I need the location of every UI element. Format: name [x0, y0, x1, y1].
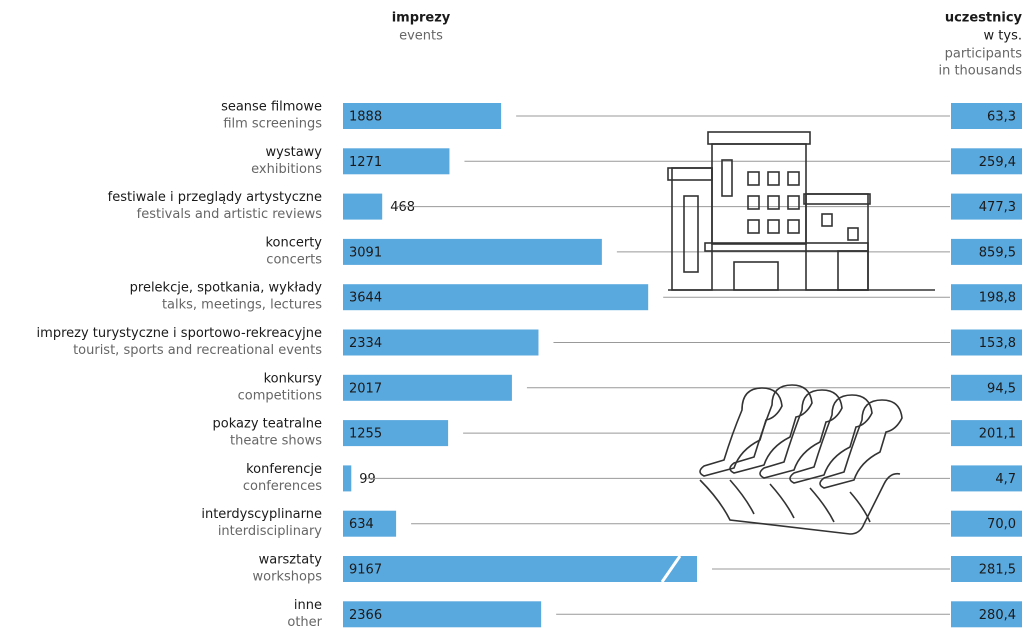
bar	[343, 420, 449, 447]
category-sublabel: competitions	[238, 388, 323, 403]
category-sublabel: talks, meetings, lectures	[162, 298, 322, 313]
participants-label: 259,4	[979, 155, 1016, 170]
bar	[343, 193, 383, 220]
participants-box	[951, 374, 1022, 401]
value-label: 1888	[349, 110, 382, 125]
bar	[343, 103, 502, 129]
bar	[343, 148, 450, 175]
category-sublabel: concerts	[266, 252, 322, 267]
participants-box	[951, 329, 1022, 356]
participants-box	[951, 556, 1022, 582]
participants-label: 63,3	[987, 110, 1016, 125]
value-label: 2366	[349, 608, 382, 623]
audience-icon	[699, 384, 903, 535]
header-unit: w tys.	[984, 29, 1022, 44]
participants-label: 198,8	[979, 291, 1016, 306]
category-label: koncerty	[265, 235, 322, 250]
category-sublabel: interdisciplinary	[218, 524, 322, 539]
building-icon	[667, 131, 935, 291]
participants-box	[951, 601, 1022, 628]
participants-box	[951, 420, 1022, 447]
participants-box	[951, 193, 1022, 220]
header-title: uczestnicy	[945, 11, 1023, 26]
bar	[343, 601, 542, 628]
value-label: 1271	[349, 155, 382, 170]
participants-label: 94,5	[987, 381, 1016, 396]
category-sublabel: other	[287, 615, 322, 629]
category-sublabel: film screenings	[223, 117, 322, 132]
participants-box	[951, 103, 1022, 129]
bar	[343, 465, 352, 492]
header-subtitle: participants	[945, 47, 1023, 62]
category-label: konkursy	[264, 371, 323, 386]
header-title: imprezy	[392, 11, 451, 26]
participants-box	[951, 148, 1022, 175]
value-label: 2017	[349, 381, 382, 396]
category-sublabel: conferences	[243, 479, 322, 494]
participants-label: 153,8	[979, 336, 1016, 351]
category-sublabel: festivals and artistic reviews	[137, 207, 323, 222]
value-label: 634	[349, 517, 374, 532]
category-sublabel: tourist, sports and recreational events	[73, 343, 322, 358]
participants-box	[951, 284, 1022, 311]
category-sublabel: exhibitions	[251, 162, 322, 177]
bar	[343, 329, 539, 356]
value-label: 99	[359, 472, 376, 487]
participants-box	[951, 238, 1022, 265]
category-label: inne	[294, 598, 322, 613]
participants-box	[951, 510, 1022, 537]
bar	[343, 238, 602, 265]
value-label: 1255	[349, 427, 382, 442]
participants-box	[951, 465, 1022, 492]
category-label: imprezy turystyczne i sportowo-rekreacyj…	[37, 326, 322, 341]
bar	[343, 556, 697, 582]
header-unit: in thousands	[938, 64, 1022, 79]
value-label: 2334	[349, 336, 382, 351]
category-label: pokazy teatralne	[213, 417, 322, 432]
category-sublabel: theatre shows	[230, 434, 322, 449]
category-label: wystawy	[266, 145, 323, 160]
category-label: interdyscyplinarne	[201, 507, 322, 522]
participants-label: 70,0	[987, 517, 1016, 532]
participants-label: 281,5	[979, 563, 1016, 578]
bar	[343, 374, 512, 401]
participants-label: 280,4	[979, 608, 1016, 623]
participants-label: 201,1	[979, 427, 1016, 442]
value-label: 9167	[349, 563, 382, 578]
header-subtitle: events	[399, 29, 443, 44]
category-label: konferencje	[246, 462, 322, 477]
category-label: festiwale i przeglądy artystyczne	[108, 190, 322, 205]
category-sublabel: workshops	[253, 570, 323, 585]
bar	[343, 510, 397, 537]
category-label: prelekcje, spotkania, wykłady	[130, 281, 323, 296]
participants-label: 4,7	[995, 472, 1016, 487]
value-label: 3091	[349, 245, 382, 260]
participants-label: 477,3	[979, 200, 1016, 215]
bar	[343, 284, 649, 311]
participants-label: 859,5	[979, 245, 1016, 260]
axis-break	[660, 555, 682, 583]
category-label: warsztaty	[259, 553, 323, 568]
value-label: 468	[390, 200, 415, 215]
category-label: seanse filmowe	[221, 100, 322, 115]
value-label: 3644	[349, 291, 382, 306]
